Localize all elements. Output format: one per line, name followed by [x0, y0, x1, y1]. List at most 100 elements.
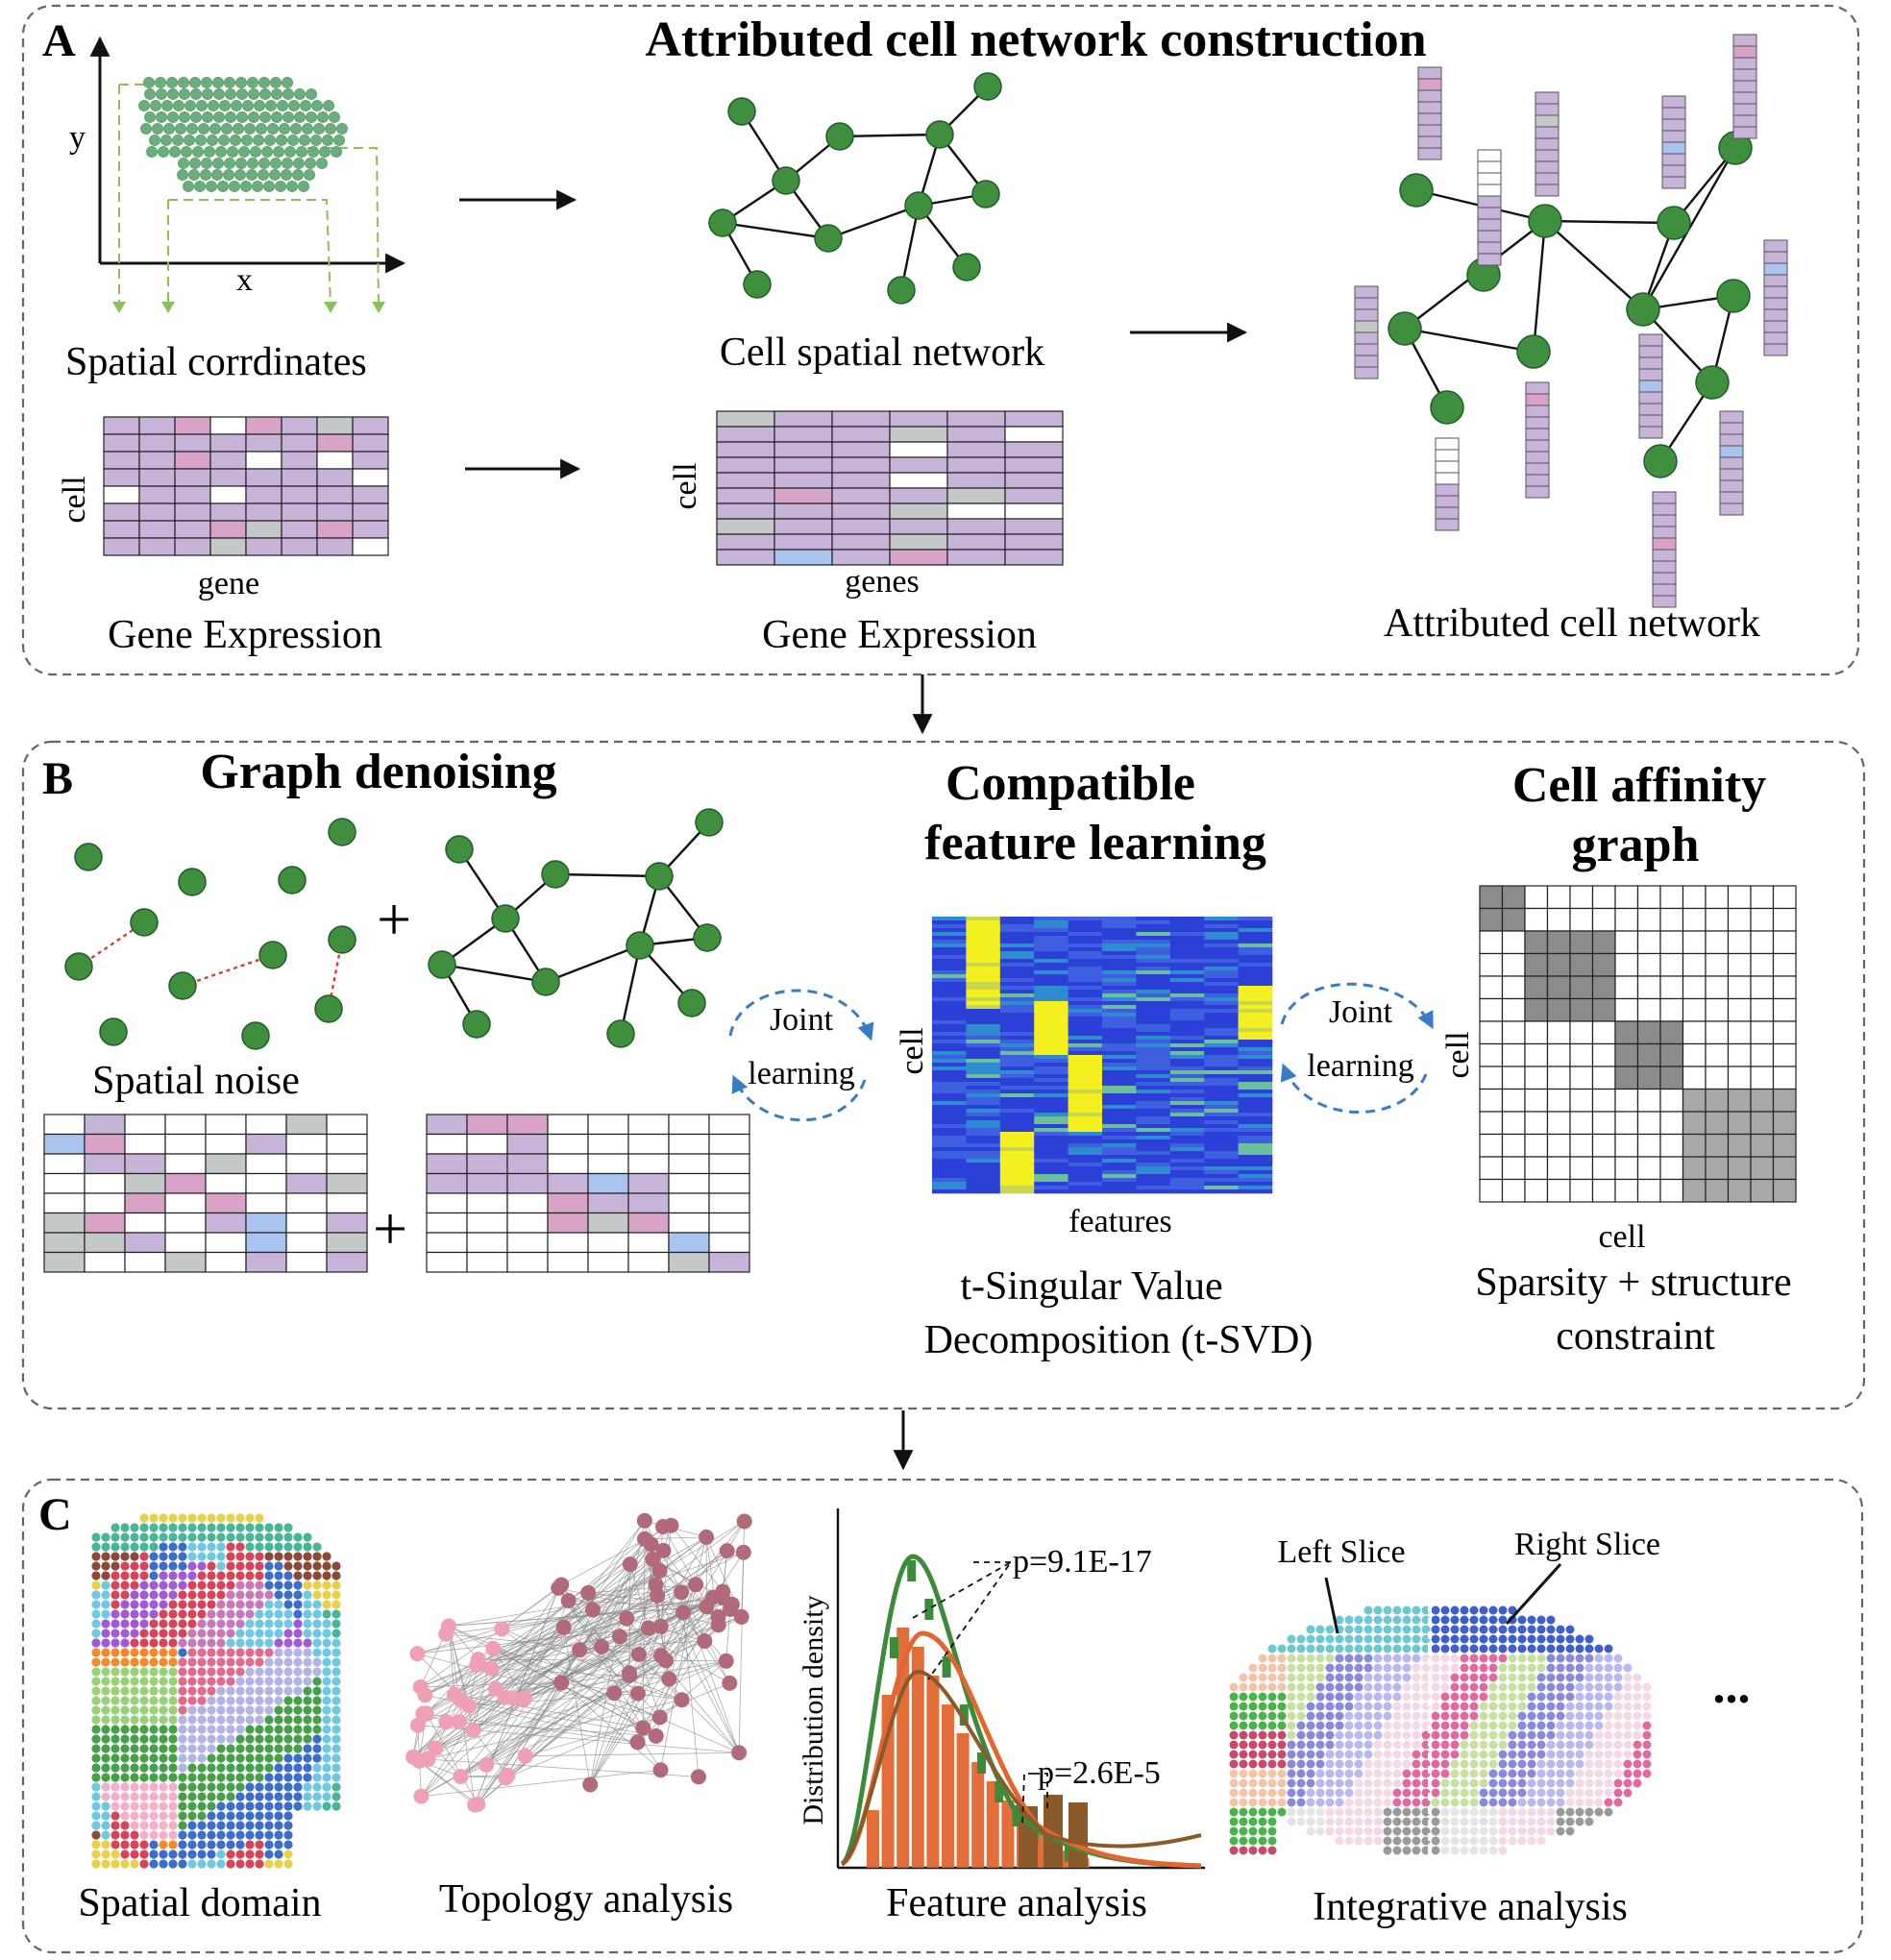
matrix-cell	[1004, 533, 1064, 551]
domain-spot	[91, 1532, 101, 1542]
slice-spot	[1469, 1759, 1479, 1769]
heatmap-cell	[1204, 1009, 1239, 1014]
domain-spot	[226, 1600, 235, 1609]
domain-spot	[91, 1792, 101, 1801]
slice-spot	[1488, 1826, 1498, 1836]
heatmap-cell	[1136, 947, 1171, 952]
heatmap-cell	[1034, 932, 1068, 937]
slice-spot	[1402, 1769, 1412, 1778]
domain-spot	[274, 1753, 283, 1763]
right-slice-label: Right Slice	[1514, 1527, 1660, 1562]
slice-spot	[1335, 1826, 1344, 1836]
heatmap-cell	[1238, 1109, 1273, 1114]
slice-spot	[1412, 1846, 1421, 1855]
slice-spot	[1584, 1682, 1594, 1692]
slice-spot	[1469, 1826, 1479, 1836]
slice-spot	[1613, 1798, 1623, 1807]
slice-spot	[1536, 1730, 1546, 1740]
slice-spot	[1392, 1826, 1402, 1836]
domain-spot	[197, 1744, 207, 1753]
slice-spot	[1392, 1836, 1402, 1846]
heatmap-cell	[1204, 1139, 1239, 1144]
heatmap-cell	[1204, 1005, 1239, 1010]
tissue-spot	[179, 88, 190, 100]
topology-edge	[477, 1536, 707, 1666]
attribute-cell	[1477, 172, 1502, 185]
domain-spot	[293, 1657, 303, 1667]
slice-spot	[1287, 1634, 1296, 1644]
heatmap-cell	[932, 959, 967, 964]
domain-spot	[274, 1725, 283, 1734]
topology-edge	[490, 1649, 580, 1669]
slice-spot	[1392, 1711, 1402, 1721]
topology-node	[718, 1653, 734, 1669]
domain-spot	[149, 1840, 159, 1850]
attribute-cell	[1435, 483, 1460, 497]
heatmap-cell	[966, 1032, 1001, 1037]
domain-spot	[303, 1734, 312, 1744]
slice-spot	[1488, 1836, 1498, 1846]
network-node	[328, 818, 356, 846]
attribute-cell	[1535, 184, 1559, 197]
domain-spot	[111, 1571, 120, 1580]
slice-spot	[1239, 1836, 1248, 1846]
topology-edge	[477, 1544, 651, 1805]
slice-spot	[1267, 1750, 1277, 1759]
slice-spot	[1479, 1721, 1488, 1730]
slice-spot	[1412, 1788, 1421, 1798]
slice-spot	[1450, 1740, 1460, 1750]
heatmap-cell	[932, 1189, 967, 1194]
slice-spot	[1412, 1605, 1421, 1615]
domain-spot	[245, 1715, 255, 1725]
slice-spot	[1412, 1721, 1421, 1730]
heatmap-cell	[1238, 932, 1273, 937]
slice-spot	[1450, 1634, 1460, 1644]
domain-spot	[283, 1734, 293, 1744]
slice-spot	[1527, 1615, 1536, 1625]
heatmap-cell	[932, 1013, 967, 1017]
domain-spot	[264, 1552, 274, 1561]
slice-spot	[1402, 1682, 1412, 1692]
matrix-cell	[946, 549, 1006, 566]
domain-spot	[91, 1830, 101, 1840]
slice-spot	[1517, 1702, 1527, 1711]
tissue-spot	[294, 88, 306, 100]
heatmap-cell	[1034, 1020, 1068, 1025]
heatmap-cell	[1068, 1097, 1103, 1102]
slice-spot	[1488, 1625, 1498, 1634]
slice-spot	[1584, 1644, 1594, 1654]
tissue-spot	[156, 88, 167, 100]
affinity-cell	[1636, 1066, 1661, 1090]
slice-spot	[1296, 1778, 1306, 1788]
matrix-cell	[164, 1251, 207, 1273]
domain-spot	[159, 1648, 168, 1657]
domain-spot	[197, 1773, 207, 1782]
heatmap-cell	[932, 978, 967, 983]
heatmap-cell	[966, 1182, 1001, 1187]
slice-spot	[1383, 1625, 1392, 1634]
matrix-cell	[316, 502, 354, 522]
domain-spot	[139, 1696, 149, 1705]
topology-edge	[626, 1618, 740, 1753]
affinity-cell	[1659, 975, 1684, 1000]
domain-spot	[322, 1744, 332, 1753]
slice-spot	[1604, 1711, 1613, 1721]
heatmap-cell	[1204, 1189, 1239, 1194]
domain-spot	[312, 1638, 322, 1648]
heatmap-cell	[1068, 1136, 1103, 1140]
slice-spot	[1440, 1692, 1450, 1702]
slice-spot	[1431, 1654, 1440, 1663]
slice-spot	[1594, 1807, 1604, 1817]
domain-spot	[149, 1667, 159, 1677]
slice-spot	[1344, 1711, 1354, 1721]
heatmap-cell	[932, 1040, 967, 1044]
matrix-cell	[627, 1172, 670, 1194]
heatmap-cell	[1204, 1078, 1239, 1083]
tissue-spot	[253, 135, 264, 146]
tissue-spot	[235, 77, 247, 88]
slice-spot	[1354, 1817, 1363, 1826]
slice-spot	[1623, 1769, 1633, 1778]
domain-spot	[274, 1821, 283, 1830]
matrix-cell	[124, 1192, 166, 1214]
slice-spot	[1460, 1750, 1469, 1759]
